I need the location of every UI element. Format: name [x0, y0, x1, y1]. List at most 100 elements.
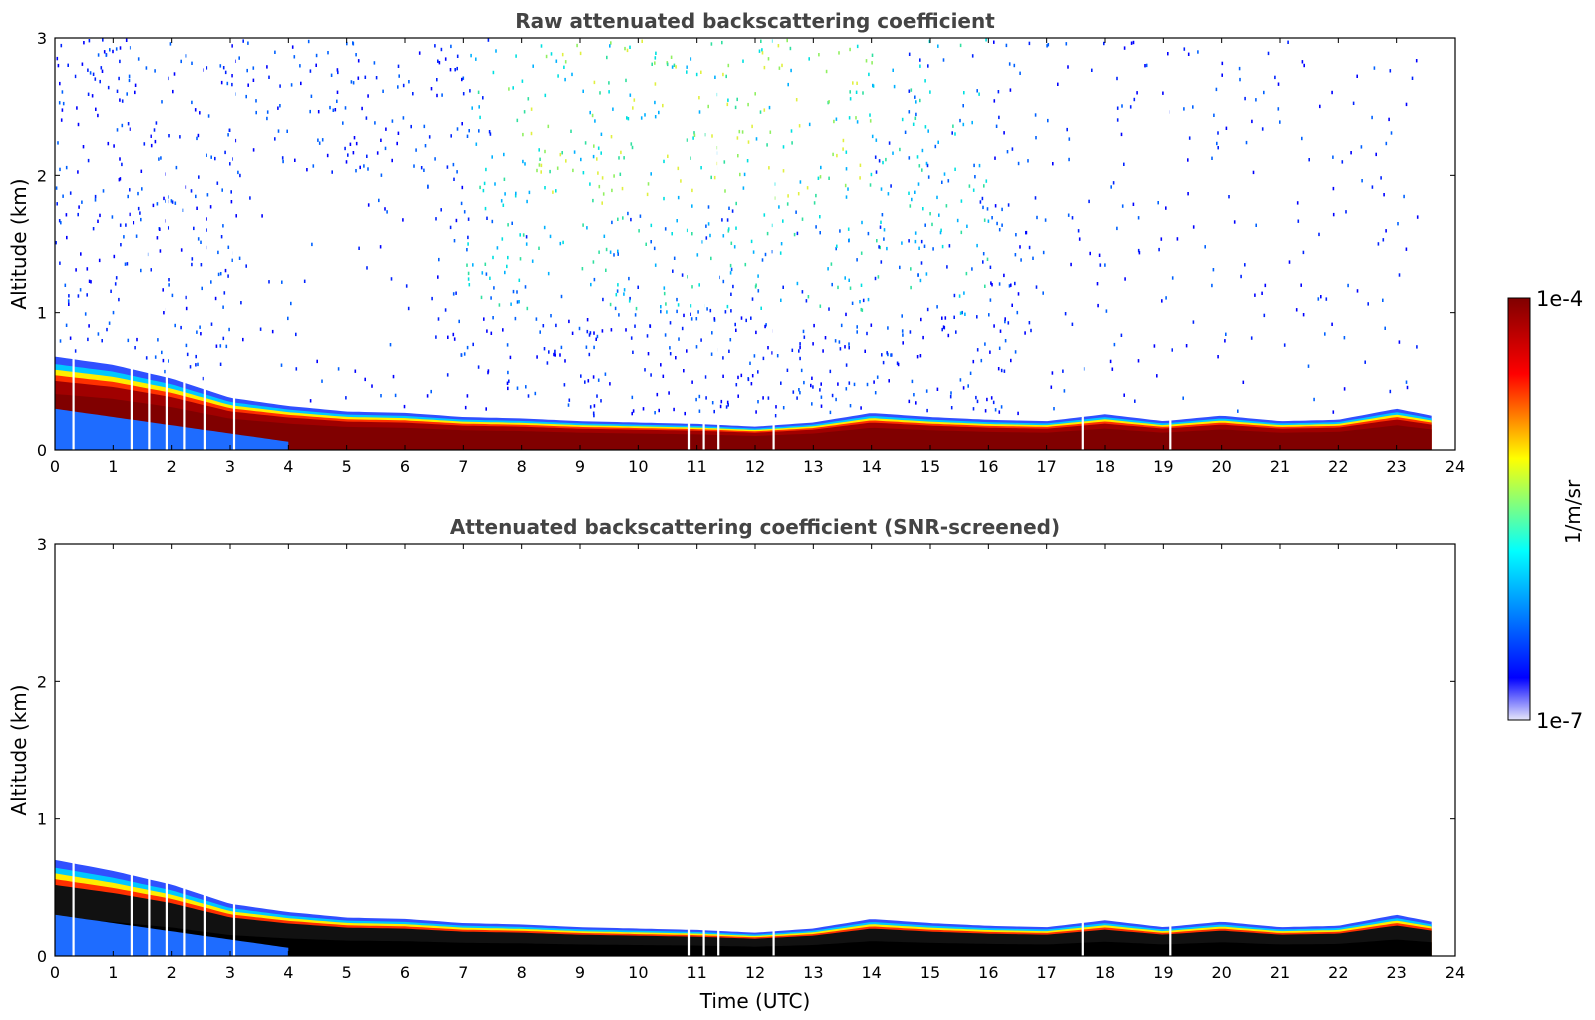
- noise-speck: [365, 116, 368, 120]
- noise-speck: [573, 150, 576, 154]
- noise-speck: [956, 218, 959, 223]
- noise-speck: [224, 150, 226, 155]
- noise-speck: [813, 323, 815, 328]
- boundary-layer-bands: [55, 859, 1432, 956]
- noise-speck: [358, 246, 360, 250]
- noise-speck: [472, 263, 474, 267]
- noise-speck: [516, 290, 518, 294]
- noise-speck: [730, 292, 732, 296]
- noise-speck: [790, 68, 792, 73]
- noise-speck: [220, 235, 223, 239]
- noise-speck: [74, 74, 77, 79]
- noise-speck: [227, 133, 229, 137]
- noise-speck: [119, 157, 121, 161]
- noise-speck: [951, 131, 953, 135]
- noise-speck: [106, 327, 108, 332]
- noise-speck: [352, 41, 354, 45]
- noise-speck: [1341, 160, 1344, 164]
- noise-speck: [670, 55, 673, 59]
- noise-speck: [751, 124, 753, 129]
- noise-speck: [937, 140, 939, 144]
- noise-speck: [415, 148, 417, 152]
- noise-speck: [660, 305, 662, 309]
- noise-speck: [527, 394, 530, 398]
- noise-speck: [904, 130, 907, 134]
- noise-speck: [114, 282, 117, 286]
- noise-speck: [1182, 396, 1184, 400]
- noise-speck: [812, 385, 814, 389]
- noise-speck: [61, 108, 64, 112]
- x-tick-label: 22: [1328, 457, 1348, 476]
- noise-speck: [394, 393, 397, 398]
- noise-speck: [396, 141, 398, 146]
- noise-speck: [654, 263, 657, 267]
- noise-speck: [831, 393, 834, 398]
- noise-speck: [890, 184, 892, 188]
- noise-speck: [687, 275, 689, 279]
- noise-speck: [871, 53, 874, 57]
- noise-speck: [412, 92, 414, 96]
- noise-speck: [426, 394, 429, 398]
- noise-speck: [220, 80, 223, 85]
- noise-speck: [650, 172, 652, 176]
- noise-speck: [1385, 229, 1387, 233]
- noise-speck: [617, 252, 619, 256]
- noise-speck: [1212, 268, 1215, 272]
- noise-speck: [210, 155, 212, 159]
- noise-speck: [882, 360, 885, 365]
- noise-speck: [727, 229, 730, 233]
- noise-speck: [562, 240, 564, 245]
- noise-speck: [576, 43, 578, 48]
- data-gap: [203, 544, 206, 956]
- noise-speck: [996, 221, 998, 226]
- noise-speck: [737, 375, 739, 380]
- noise-speck: [654, 56, 657, 60]
- noise-speck: [631, 411, 633, 416]
- noise-speck: [664, 333, 667, 337]
- noise-speck: [962, 122, 965, 127]
- noise-speck: [650, 223, 653, 228]
- noise-speck: [926, 307, 929, 312]
- noise-speck: [159, 227, 161, 231]
- noise-speck: [1006, 150, 1009, 154]
- noise-speck: [722, 374, 724, 378]
- noise-speck: [171, 293, 174, 298]
- noise-speck: [867, 231, 870, 236]
- noise-speck: [811, 402, 813, 406]
- noise-speck: [544, 186, 546, 190]
- noise-speck: [1137, 359, 1140, 363]
- noise-speck: [454, 68, 456, 72]
- noise-speck: [781, 63, 783, 68]
- noise-speck: [901, 241, 903, 245]
- x-tick-label: 14: [861, 963, 881, 982]
- noise-speck: [1303, 63, 1305, 68]
- noise-speck: [757, 400, 759, 404]
- noise-speck: [603, 234, 606, 238]
- noise-speck: [745, 318, 747, 323]
- noise-speck: [514, 194, 517, 198]
- noise-speck: [625, 78, 627, 83]
- noise-speck: [235, 214, 237, 218]
- noise-speck: [974, 175, 976, 179]
- noise-speck: [671, 65, 674, 69]
- noise-speck: [1385, 141, 1388, 146]
- noise-speck: [1187, 192, 1189, 196]
- noise-speck: [215, 344, 218, 348]
- noise-speck: [68, 302, 70, 306]
- noise-speck: [580, 374, 582, 378]
- noise-speck: [1350, 151, 1352, 155]
- noise-speck: [866, 331, 868, 336]
- noise-speck: [355, 53, 357, 57]
- noise-speck: [1332, 155, 1334, 159]
- noise-speck: [693, 131, 695, 135]
- noise-speck: [978, 163, 981, 168]
- noise-speck: [602, 297, 604, 302]
- noise-speck: [1091, 68, 1093, 72]
- noise-speck: [845, 167, 848, 171]
- noise-speck: [200, 240, 202, 244]
- noise-speck: [1053, 407, 1055, 411]
- noise-speck: [786, 368, 789, 372]
- noise-speck: [84, 312, 87, 316]
- noise-speck: [795, 98, 798, 102]
- noise-speck: [293, 55, 296, 59]
